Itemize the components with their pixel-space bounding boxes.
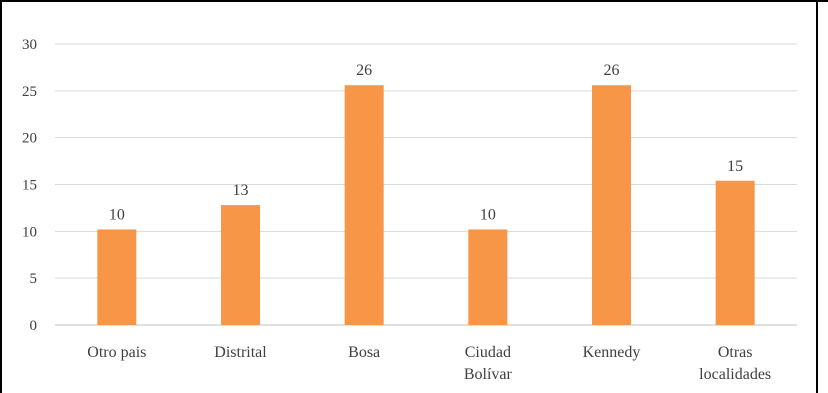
data-label: 26 [604,62,620,79]
x-tick-label: Kennedy [583,344,641,361]
x-tick-label: localidades [699,366,771,383]
x-tick-label: Bolívar [464,366,513,383]
data-label: 13 [233,182,249,199]
y-axis-ticks: 0 5 10 15 20 25 30 [22,37,37,334]
bar [592,85,631,325]
bar [221,205,260,325]
x-tick-label: Ciudad [465,344,511,361]
y-tick-label: 5 [30,271,38,287]
data-labels: 10 13 26 10 26 15 [109,62,743,223]
y-tick-label: 25 [22,84,37,100]
x-tick-label: Otro pais [87,344,146,361]
data-label: 10 [480,206,496,223]
frame-left-border [0,0,2,393]
y-tick-label: 0 [30,318,38,334]
x-tick-label: Otras [718,344,753,361]
data-label: 26 [356,62,372,79]
data-label: 10 [109,206,125,223]
frame-top-border [0,0,828,2]
y-tick-label: 20 [22,131,37,147]
y-tick-label: 10 [22,224,37,240]
frame-right-border [816,0,818,393]
y-tick-label: 30 [22,37,37,53]
gridlines [55,43,797,326]
bar [468,229,508,325]
bar [344,85,384,325]
data-label: 15 [727,158,743,175]
bar [715,180,755,325]
bars [97,85,755,325]
x-tick-label: Distrital [214,344,267,361]
bar [97,229,137,325]
y-tick-label: 15 [22,178,37,194]
x-tick-label: Bosa [348,344,380,361]
x-axis-ticks: Otro pais Distrital Bosa Ciudad Bolívar Kenne… [87,344,771,383]
